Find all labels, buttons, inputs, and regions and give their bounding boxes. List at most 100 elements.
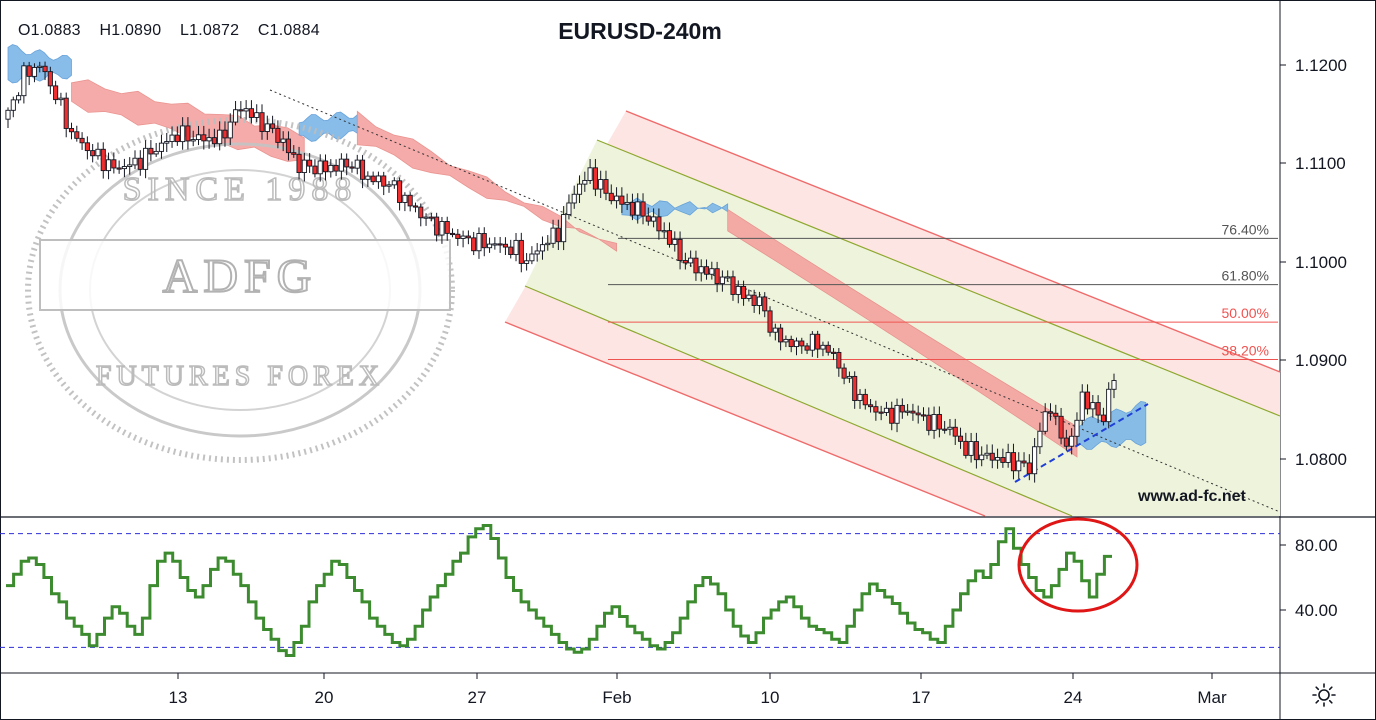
candle <box>338 153 344 180</box>
candle <box>254 104 260 123</box>
candle-up <box>550 227 556 244</box>
candle-down <box>418 206 424 219</box>
candle <box>719 270 725 292</box>
candle <box>428 213 434 222</box>
candle <box>1111 373 1117 399</box>
gear-icon[interactable] <box>1311 682 1337 708</box>
candle <box>79 132 85 150</box>
candle <box>105 152 112 180</box>
candle-up <box>227 121 233 139</box>
candle <box>703 259 710 280</box>
candle <box>714 261 720 293</box>
candle <box>820 341 826 357</box>
candle-up <box>809 333 815 351</box>
candle <box>476 227 482 259</box>
candle-down <box>481 233 487 249</box>
candle <box>1016 452 1022 479</box>
candle <box>31 63 38 83</box>
candle-up <box>254 112 260 118</box>
candle <box>307 153 313 173</box>
stamp-futures-text: FUTURES FOREX <box>96 361 384 392</box>
candle-up <box>16 95 22 101</box>
candle <box>709 261 715 280</box>
candle-down <box>100 148 106 172</box>
candle <box>243 100 249 120</box>
candle <box>471 231 477 256</box>
fibonacci-levels: 76.40% 61.80% 50.00% 38.20% <box>608 221 1278 361</box>
candle <box>735 280 741 304</box>
channel-outer-lower-line <box>504 321 986 517</box>
candle <box>989 444 995 469</box>
candle-up <box>301 159 307 174</box>
candle-down <box>677 238 683 261</box>
candle-up <box>95 148 101 157</box>
candle <box>391 177 397 189</box>
candle <box>248 100 254 124</box>
candle <box>227 113 233 146</box>
candle-up <box>793 340 800 348</box>
candle <box>947 418 953 436</box>
candle-down <box>349 166 355 169</box>
ohlc-open: O1.0883 <box>18 22 81 39</box>
candle-down <box>1095 402 1101 416</box>
candle <box>233 101 239 126</box>
candle <box>873 400 879 421</box>
candle-down <box>238 109 244 112</box>
candle <box>21 62 27 104</box>
candle-down <box>762 296 768 312</box>
candle <box>656 208 662 240</box>
candle <box>693 250 699 281</box>
candle-down <box>714 268 720 285</box>
candle-down <box>248 108 254 118</box>
candle <box>502 237 508 256</box>
candle <box>677 231 683 270</box>
candle <box>301 152 307 182</box>
candle <box>598 170 604 198</box>
candle-down <box>767 310 773 333</box>
candle-down <box>608 192 614 202</box>
candle-down <box>502 243 508 248</box>
candle-up <box>513 239 519 256</box>
candle-down <box>428 216 434 219</box>
candle <box>931 406 937 439</box>
candle-down <box>333 164 339 172</box>
candle-down <box>592 167 598 190</box>
price-tick-label: 1.1000 <box>1295 253 1347 272</box>
candle <box>68 122 75 140</box>
candle-up <box>979 454 985 461</box>
candle <box>910 403 916 421</box>
candle-up <box>391 180 397 186</box>
candle-up <box>127 164 133 167</box>
candle <box>883 401 889 416</box>
candle <box>868 399 874 413</box>
candle-up <box>402 194 408 203</box>
candle <box>354 154 360 175</box>
candle-down <box>1053 412 1059 417</box>
candle <box>576 175 583 203</box>
candle <box>963 432 969 459</box>
candle-down <box>84 142 90 152</box>
candle <box>465 230 471 245</box>
candle <box>381 171 387 196</box>
time-tick-label: 24 <box>1064 688 1083 707</box>
candle-up <box>698 266 704 274</box>
candle <box>698 259 704 282</box>
candle <box>423 213 429 226</box>
candle-up <box>58 97 64 101</box>
candle-down <box>1026 462 1032 475</box>
candle <box>180 117 186 150</box>
candle-up <box>476 233 482 252</box>
candle-up <box>783 338 789 343</box>
candle <box>238 101 244 119</box>
candle-down <box>53 85 59 101</box>
ohlc-low: L1.0872 <box>180 22 240 39</box>
candle-down <box>836 351 842 369</box>
candle <box>899 398 905 419</box>
candle-down <box>174 134 180 143</box>
candle <box>968 432 974 463</box>
candle-up <box>846 375 852 379</box>
candle <box>762 292 768 318</box>
candle-down <box>518 239 524 264</box>
candle-up <box>688 257 694 264</box>
